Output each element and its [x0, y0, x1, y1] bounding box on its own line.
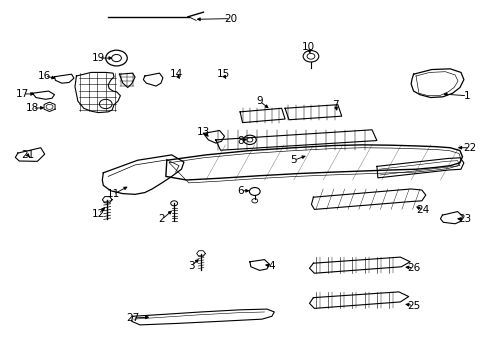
Text: 6: 6: [237, 186, 244, 196]
Text: 21: 21: [21, 150, 34, 160]
Text: 16: 16: [38, 71, 51, 81]
Text: 10: 10: [302, 42, 315, 52]
Text: 13: 13: [197, 127, 210, 136]
Circle shape: [171, 201, 177, 206]
Text: 15: 15: [217, 69, 230, 79]
Text: 1: 1: [464, 91, 470, 101]
Text: 2: 2: [159, 215, 165, 224]
Text: 18: 18: [26, 103, 39, 113]
Text: 4: 4: [269, 261, 275, 271]
Text: 26: 26: [407, 263, 420, 273]
Text: 3: 3: [188, 261, 195, 271]
Text: 5: 5: [291, 155, 297, 165]
Text: 11: 11: [106, 189, 120, 199]
Text: 17: 17: [16, 89, 29, 99]
Text: 8: 8: [237, 136, 244, 145]
Text: 24: 24: [416, 206, 430, 216]
Text: 20: 20: [224, 14, 237, 24]
Text: 25: 25: [407, 301, 420, 311]
Text: 9: 9: [256, 96, 263, 106]
Text: 12: 12: [92, 209, 105, 219]
Text: 27: 27: [126, 313, 139, 323]
Text: 7: 7: [332, 100, 339, 110]
Text: 23: 23: [458, 215, 471, 224]
Text: 14: 14: [170, 69, 183, 79]
Text: 22: 22: [463, 143, 476, 153]
Text: 19: 19: [92, 53, 105, 63]
